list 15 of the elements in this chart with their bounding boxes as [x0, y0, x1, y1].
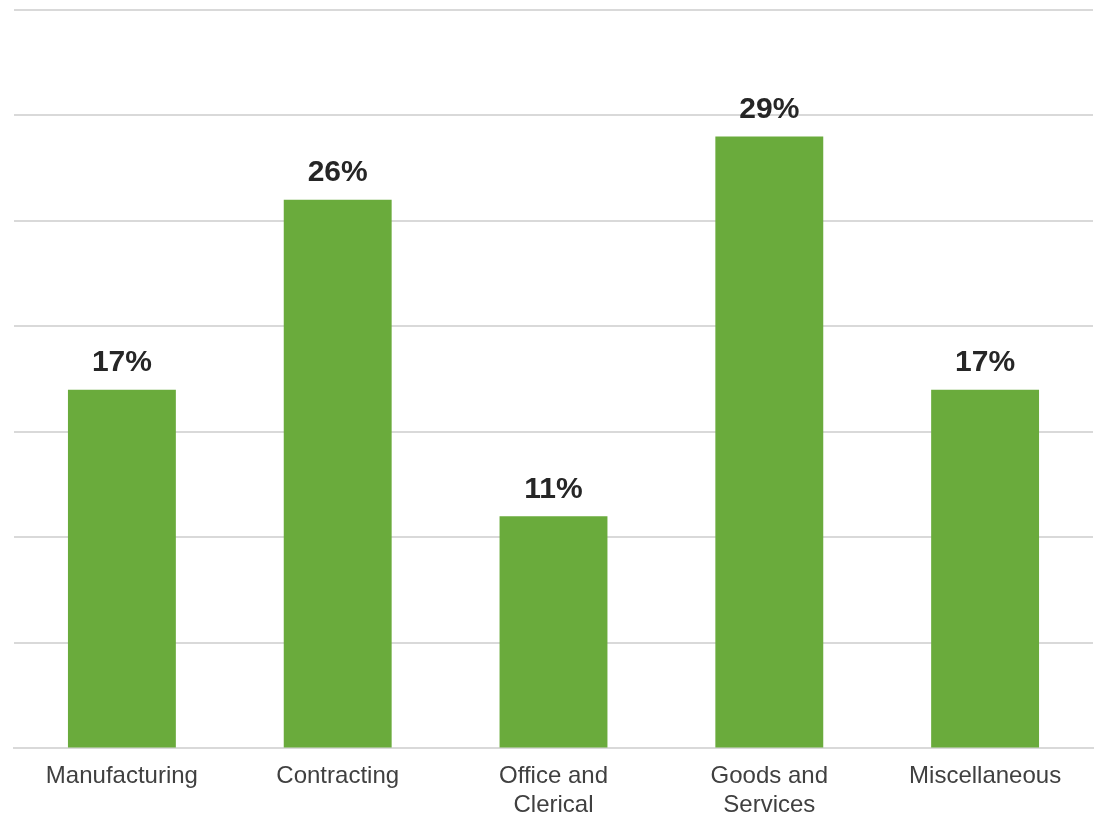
x-tick-label: Miscellaneous — [909, 761, 1062, 789]
bar — [283, 199, 392, 748]
data-label: 17% — [91, 344, 152, 378]
data-label: 17% — [955, 344, 1016, 378]
x-tick-label: Office and Clerical — [499, 761, 608, 818]
x-tick-label: Contracting — [276, 761, 400, 789]
bar — [715, 136, 824, 748]
x-tick-label: Manufacturing — [45, 761, 198, 789]
x-tick-label: Goods and Services — [710, 761, 829, 818]
data-label: 29% — [739, 90, 800, 124]
bar — [931, 389, 1040, 748]
bar — [499, 516, 608, 748]
data-label: 11% — [524, 470, 583, 504]
bar — [67, 389, 176, 748]
data-label: 26% — [307, 154, 368, 188]
